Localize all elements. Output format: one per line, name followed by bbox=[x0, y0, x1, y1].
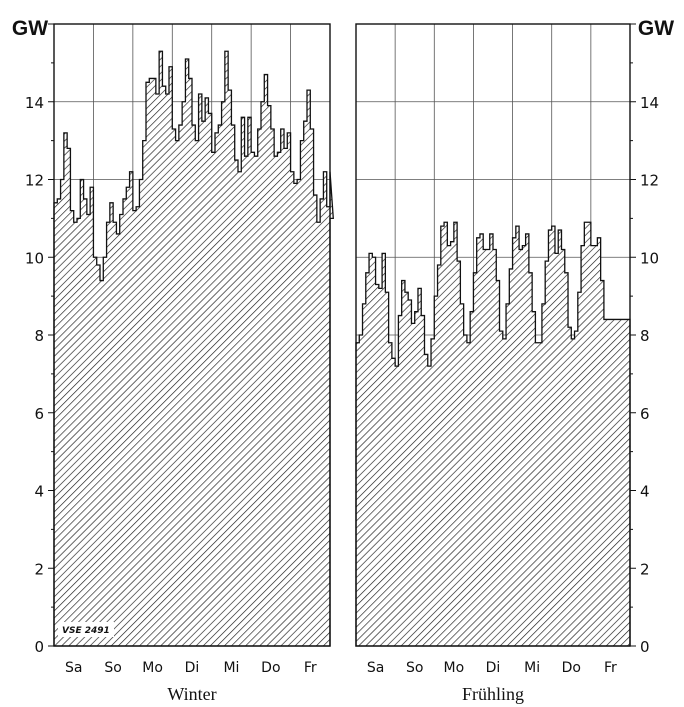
winter-unit-label: GW bbox=[12, 17, 48, 40]
winter-code-background bbox=[58, 622, 114, 637]
winter-day-label: Do bbox=[261, 660, 280, 676]
winter-day-label: Sa bbox=[65, 660, 82, 676]
winter-y-tick-label: 8 bbox=[34, 327, 44, 345]
fruehling-day-label: Di bbox=[486, 660, 501, 676]
winter-y-tick-label: 2 bbox=[34, 560, 44, 578]
winter-day-label: Fr bbox=[304, 660, 317, 676]
fruehling-day-label: Do bbox=[562, 660, 581, 676]
fruehling-unit-label: GW bbox=[638, 17, 674, 40]
winter-source-code: VSE 2491 bbox=[62, 626, 110, 636]
winter-y-tick-label: 10 bbox=[25, 249, 44, 267]
fruehling-day-label: Fr bbox=[604, 660, 617, 676]
fruehling-y-tick-label: 12 bbox=[640, 172, 659, 190]
fruehling-day-label: Sa bbox=[367, 660, 384, 676]
winter-y-tick-label: 12 bbox=[25, 172, 44, 190]
winter-day-label: Mi bbox=[223, 660, 239, 676]
fruehling-day-label: Mo bbox=[444, 660, 465, 676]
fruehling-y-tick-label: 8 bbox=[640, 327, 650, 345]
fruehling-y-tick-label: 4 bbox=[640, 483, 650, 501]
fruehling-y-tick-label: 2 bbox=[640, 560, 650, 578]
fruehling-day-label: So bbox=[406, 660, 423, 676]
winter-load-area bbox=[53, 50, 334, 647]
winter-day-label: Di bbox=[185, 660, 200, 676]
winter-y-tick-label: 0 bbox=[34, 638, 44, 656]
fruehling-y-tick-label: 0 bbox=[640, 638, 650, 656]
frame-layer bbox=[48, 23, 636, 647]
fruehling-load-area bbox=[355, 221, 631, 647]
fruehling-day-label: Mi bbox=[524, 660, 540, 676]
winter-y-tick-label: 4 bbox=[34, 483, 44, 501]
fruehling-y-tick-label: 10 bbox=[640, 249, 659, 267]
winter-day-label: So bbox=[104, 660, 121, 676]
fruehling-y-tick-label: 14 bbox=[640, 94, 659, 112]
winter-y-tick-label: 6 bbox=[34, 405, 44, 423]
fruehling-y-tick-label: 6 bbox=[640, 405, 650, 423]
winter-season-title: Winter bbox=[167, 684, 216, 704]
winter-day-label: Mo bbox=[142, 660, 163, 676]
winter-y-tick-label: 14 bbox=[25, 94, 44, 112]
area-layer bbox=[53, 50, 631, 647]
fruehling-season-title: Frühling bbox=[462, 684, 524, 704]
text-layer: 0 2 4 6 8 10 12 14 GW Sa So Mo Di Mi Do Fr Winter VSE 249… bbox=[12, 17, 674, 704]
